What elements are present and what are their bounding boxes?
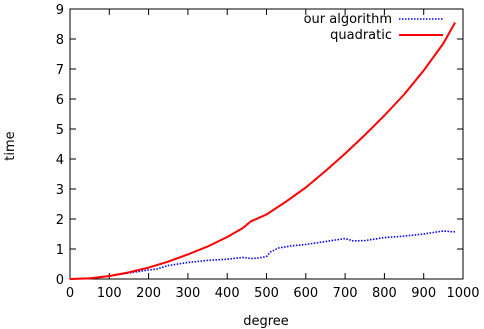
x-tick-label: 600 xyxy=(293,286,318,301)
y-tick-label: 5 xyxy=(56,123,64,138)
x-tick-label: 100 xyxy=(97,286,122,301)
x-tick-label: 800 xyxy=(372,286,397,301)
series-line-our-algorithm xyxy=(69,230,456,280)
y-tick-label: 0 xyxy=(56,273,64,288)
x-axis-ticks: 0 100 200 300 400 500 600 700 800 900 1000 xyxy=(66,9,480,301)
plot-frame xyxy=(69,8,464,280)
legend-label-quadratic: quadratic xyxy=(330,28,392,43)
x-axis-label: degree xyxy=(243,314,289,329)
y-axis-label: time xyxy=(3,131,18,160)
x-tick-label: 500 xyxy=(254,286,279,301)
y-axis-ticks: 0 1 2 3 4 5 6 7 8 9 xyxy=(56,3,463,288)
x-tick-label: 700 xyxy=(333,286,358,301)
x-tick-label: 200 xyxy=(136,286,161,301)
y-tick-label: 3 xyxy=(56,183,64,198)
y-tick-label: 4 xyxy=(56,153,64,168)
x-tick-label: 1000 xyxy=(446,286,479,301)
y-tick-label: 1 xyxy=(56,243,64,258)
x-tick-label: 300 xyxy=(175,286,200,301)
x-tick-label: 400 xyxy=(215,286,240,301)
y-tick-label: 9 xyxy=(56,3,64,18)
series-line-quadratic xyxy=(69,22,456,280)
series-layer xyxy=(69,22,456,280)
y-tick-label: 7 xyxy=(56,63,64,78)
x-tick-label: 900 xyxy=(411,286,436,301)
y-tick-label: 2 xyxy=(56,213,64,228)
y-tick-label: 6 xyxy=(56,93,64,108)
x-tick-label: 0 xyxy=(66,286,74,301)
y-tick-label: 8 xyxy=(56,33,64,48)
legend-label-our-algorithm: our algorithm xyxy=(304,12,392,27)
